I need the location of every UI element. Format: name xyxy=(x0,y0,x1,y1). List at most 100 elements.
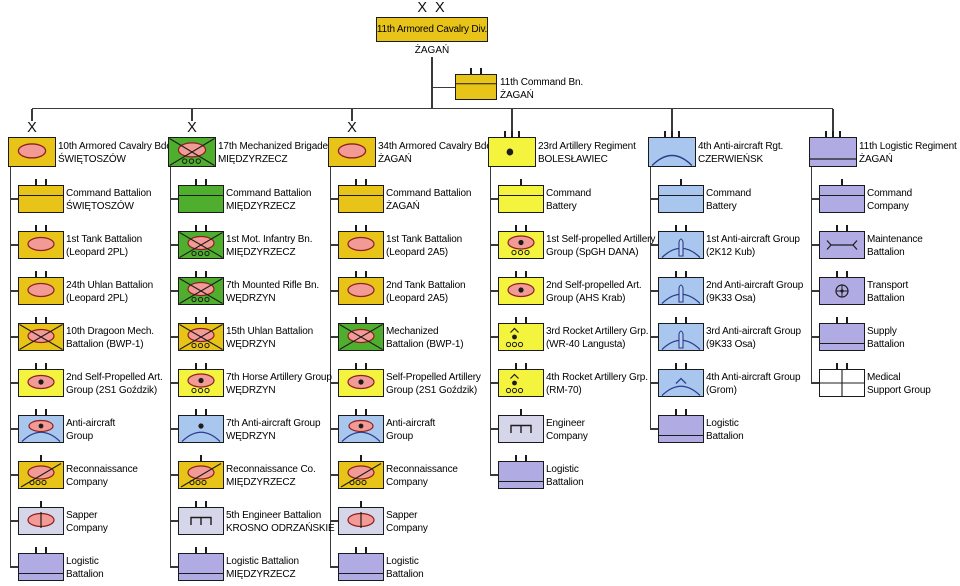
unit-name: Logistic xyxy=(706,417,739,429)
connector-line xyxy=(10,520,18,522)
battalion-ticks xyxy=(35,409,37,415)
connector-line xyxy=(811,244,819,246)
battalion-ticks xyxy=(685,225,687,231)
battalion-ticks xyxy=(35,547,37,553)
rocket-icon xyxy=(505,373,524,394)
unit-location: Battalion xyxy=(386,568,424,580)
unit-label: 7th Horse Artillery Group WĘDRZYN xyxy=(226,371,332,397)
sp-art-icon xyxy=(27,374,55,390)
unit-location: (Leopard 2A5) xyxy=(386,292,448,304)
unit-location: WĘDRZYN xyxy=(226,384,276,396)
unit-name: 11th Logistic Regiment xyxy=(859,140,957,152)
unit-label: 10th Dragoon Mech. Battalion (BWP-1) xyxy=(66,325,154,351)
battalion-ticks xyxy=(45,547,47,553)
unit-name: 4th Anti-aircraft Rgt. xyxy=(698,140,784,152)
unit-location: (RM-70) xyxy=(546,384,582,396)
logistic-icon xyxy=(19,572,63,575)
battalion-ticks xyxy=(205,409,207,415)
mot-inf-icon xyxy=(169,138,215,166)
unit-box xyxy=(338,185,384,213)
unit-name: Command Battalion xyxy=(226,187,312,199)
unit-name: 1st Self-propelled Artillery xyxy=(546,233,656,245)
unit-location: ŚWIĘTOSZÓW xyxy=(66,200,134,212)
unit-name: Command Battalion xyxy=(66,187,152,199)
unit-location: MIĘDZYRZECZ xyxy=(218,153,288,165)
connector-line xyxy=(170,244,178,246)
unit-location: Company xyxy=(867,200,909,212)
unit-name: 4th Rocket Artillery Grp. xyxy=(546,371,648,383)
unit-location: (Grom) xyxy=(706,384,737,396)
unit-name: 10th Armored Cavalry Bde. xyxy=(58,140,175,152)
unit-box xyxy=(18,507,64,535)
battalion-ticks xyxy=(515,317,517,323)
battalion-ticks xyxy=(355,547,357,553)
battalion-ticks xyxy=(195,501,197,507)
unit-label: Transport Battalion xyxy=(867,279,908,305)
unit-location: (9K33 Osa) xyxy=(706,338,756,350)
division-location: ŻAGAŃ xyxy=(414,45,450,56)
unit-box xyxy=(18,323,64,351)
unit-box xyxy=(178,277,224,305)
unit-name: 1st Tank Battalion xyxy=(66,233,143,245)
unit-label: 1st Mot. Infantry Bn. MIĘDZYRZECZ xyxy=(226,233,312,259)
unit-name: 1st Anti-aircraft Group xyxy=(706,233,800,245)
aa-sp-icon xyxy=(341,419,381,442)
battalion-ticks xyxy=(355,409,357,415)
unit-label: Command Battery xyxy=(546,187,591,213)
hq-icon xyxy=(456,83,496,85)
unit-name: Reconnaissance xyxy=(66,463,138,475)
regiment-ticks xyxy=(518,131,520,137)
connector-line xyxy=(330,290,338,292)
unit-box xyxy=(498,323,544,351)
battalion-ticks xyxy=(685,409,687,415)
unit-box xyxy=(498,277,544,305)
battalion-ticks xyxy=(365,547,367,553)
brigade-header-label: 11th Logistic Regiment ŻAGAŃ xyxy=(859,140,957,166)
unit-label: Reconnaissance Company xyxy=(66,463,138,489)
unit-label: 2nd Anti-aircraft Group (9K33 Osa) xyxy=(706,279,803,305)
battalion-ticks xyxy=(365,363,367,369)
unit-box xyxy=(178,231,224,259)
unit-location: (9K33 Osa) xyxy=(706,292,756,304)
unit-box xyxy=(338,461,384,489)
company-tick xyxy=(680,179,682,185)
battalion-ticks xyxy=(515,271,517,277)
company-tick xyxy=(520,409,522,415)
unit-box xyxy=(498,369,544,397)
unit-label: 4th Rocket Artillery Grp. (RM-70) xyxy=(546,371,648,397)
hq-icon xyxy=(820,194,864,197)
connector-line xyxy=(330,428,338,430)
unit-box xyxy=(338,415,384,443)
connector-line xyxy=(811,382,819,384)
unit-label: 3rd Rocket Artillery Grp. (WR-40 Langusta… xyxy=(546,325,649,351)
unit-location: MIĘDZYRZECZ xyxy=(226,200,296,212)
unit-box xyxy=(658,369,704,397)
unit-label: 4th Anti-aircraft Group (Grom) xyxy=(706,371,801,397)
battalion-ticks xyxy=(365,317,367,323)
unit-label: Engineer Company xyxy=(546,417,588,443)
unit-location: MIĘDZYRZECZ xyxy=(226,246,296,258)
connector-line xyxy=(330,520,338,522)
brigade-header-box xyxy=(648,137,696,167)
unit-box xyxy=(338,231,384,259)
logistic-icon xyxy=(339,572,383,575)
battalion-ticks xyxy=(525,363,527,369)
hq-icon xyxy=(499,194,543,197)
unit-label: 1st Tank Battalion (Leopard 2PL) xyxy=(66,233,142,259)
unit-location: ŻAGAŃ xyxy=(378,153,412,165)
unit-location: WĘDRZYN xyxy=(226,338,276,350)
unit-location: (WR-40 Langusta) xyxy=(546,338,626,350)
recon-icon xyxy=(340,463,382,488)
unit-location: Group (AHS Krab) xyxy=(546,292,626,304)
unit-location: (Leopard 2A5) xyxy=(386,246,448,258)
unit-box xyxy=(658,231,704,259)
sp-art-icon xyxy=(347,374,375,390)
unit-name: 11th Command Bn. xyxy=(500,76,584,88)
brigade-header-label: 10th Armored Cavalry Bde. ŚWIĘTOSZÓW xyxy=(58,140,174,166)
unit-box xyxy=(18,553,64,581)
unit-name: 1st Tank Battalion xyxy=(386,233,463,245)
unit-label: 1st Tank Battalion (Leopard 2A5) xyxy=(386,233,462,259)
battalion-ticks xyxy=(205,363,207,369)
unit-box xyxy=(338,507,384,535)
unit-location: Company xyxy=(386,476,428,488)
